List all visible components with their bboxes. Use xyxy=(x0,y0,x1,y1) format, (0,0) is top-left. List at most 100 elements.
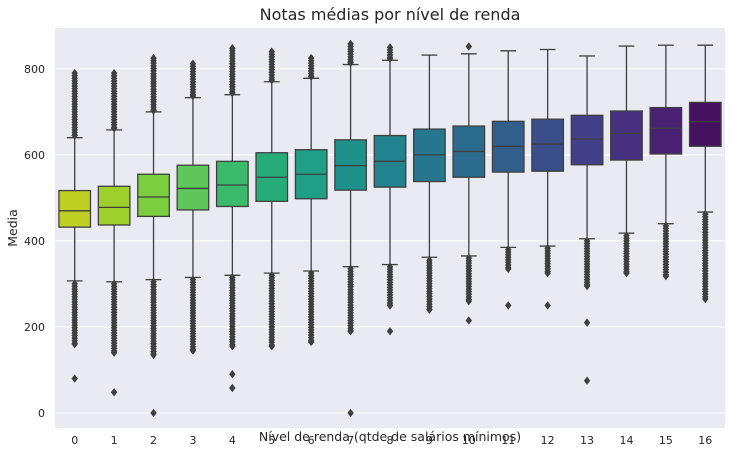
outlier-point xyxy=(386,301,394,310)
outlier-point xyxy=(583,376,591,385)
x-tick-label: 15 xyxy=(659,434,673,447)
box-8 xyxy=(373,43,407,336)
x-tick-label: 5 xyxy=(268,434,275,447)
x-tick-label: 16 xyxy=(698,434,712,447)
outlier-point xyxy=(347,58,354,68)
outlier-point xyxy=(386,54,394,63)
box-16 xyxy=(688,44,722,304)
x-tick-label: 7 xyxy=(347,434,354,447)
y-tick-label: 800 xyxy=(24,63,45,76)
x-axis-label: Nível de renda (qtde de salários mínimos… xyxy=(259,429,521,444)
outlier-point xyxy=(150,350,157,360)
outliers xyxy=(465,42,473,325)
y-tick-label: 400 xyxy=(24,235,45,248)
x-tick-label: 13 xyxy=(580,434,594,447)
box-9 xyxy=(412,54,446,314)
outlier-point xyxy=(386,327,394,336)
outlier-point xyxy=(465,42,473,51)
x-tick-label: 8 xyxy=(387,434,394,447)
outlier-point xyxy=(583,281,591,291)
box-0 xyxy=(58,68,92,383)
box-iqr xyxy=(531,118,565,172)
x-tick-label: 9 xyxy=(426,434,433,447)
outlier-point xyxy=(505,264,512,274)
outliers xyxy=(426,256,433,314)
outlier-point xyxy=(150,106,157,115)
box-iqr xyxy=(215,160,249,208)
x-tick-label: 14 xyxy=(619,434,633,447)
x-tick-labels: 0 1 2 3 4 5 6 7 8 9 10 11 12 13 14 15 16 xyxy=(71,434,712,447)
box-4 xyxy=(215,44,249,393)
outlier-point xyxy=(544,301,551,310)
box-3 xyxy=(176,59,210,355)
outliers xyxy=(386,43,394,336)
x-tick-label: 0 xyxy=(71,434,78,447)
y-tick-labels: 0 200 400 600 800 xyxy=(24,63,45,420)
box-iqr xyxy=(649,106,683,155)
box-10 xyxy=(452,42,486,325)
box-6 xyxy=(294,53,328,347)
y-tick-label: 600 xyxy=(24,149,45,162)
outlier-point xyxy=(505,301,512,310)
chart-title: Notas médias por nível de renda xyxy=(260,5,521,24)
outlier-point xyxy=(544,268,551,278)
outlier-point xyxy=(347,327,354,336)
x-tick-label: 12 xyxy=(541,434,555,447)
outliers xyxy=(307,53,315,347)
outlier-point xyxy=(110,348,118,357)
outlier-point xyxy=(702,294,709,304)
box-iqr xyxy=(137,173,170,218)
outlier-point xyxy=(583,318,591,327)
box-iqr xyxy=(176,164,210,211)
x-tick-label: 6 xyxy=(308,434,315,447)
outlier-point xyxy=(110,388,118,397)
outlier-point xyxy=(307,72,315,81)
outliers xyxy=(229,44,236,393)
box-iqr xyxy=(97,185,131,226)
x-tick-label: 3 xyxy=(189,434,196,447)
outliers xyxy=(189,59,197,355)
outliers xyxy=(150,53,157,418)
outlier-point xyxy=(189,91,197,101)
y-tick-label: 0 xyxy=(38,407,45,420)
outliers xyxy=(583,236,591,385)
outliers xyxy=(702,210,709,304)
boxes xyxy=(58,39,722,418)
box-13 xyxy=(570,55,604,385)
outlier-point xyxy=(110,124,118,133)
x-tick-label: 4 xyxy=(229,434,236,447)
box-iqr xyxy=(570,114,604,166)
outlier-point xyxy=(623,268,630,278)
outlier-point xyxy=(307,337,315,347)
x-tick-label: 1 xyxy=(111,434,118,447)
box-2 xyxy=(137,53,170,418)
x-tick-label: 10 xyxy=(462,434,476,447)
outlier-point xyxy=(229,383,236,393)
box-1 xyxy=(97,68,131,397)
outlier-point xyxy=(662,271,670,281)
x-tick-label: 11 xyxy=(501,434,515,447)
outlier-point xyxy=(71,339,78,349)
outlier-point xyxy=(347,408,354,418)
outlier-point xyxy=(268,342,275,351)
box-iqr xyxy=(688,101,722,147)
outlier-point xyxy=(229,342,236,351)
outlier-point xyxy=(71,131,78,140)
outlier-point xyxy=(465,296,473,306)
y-tick-label: 200 xyxy=(24,321,45,334)
box-iqr xyxy=(610,110,643,161)
outliers xyxy=(505,245,512,310)
y-axis-label: Media xyxy=(5,209,20,247)
outliers xyxy=(268,47,275,351)
box-11 xyxy=(491,50,525,310)
outlier-point xyxy=(268,75,275,85)
box-12 xyxy=(531,48,565,310)
outlier-point xyxy=(229,88,236,98)
outliers xyxy=(623,231,630,278)
outliers xyxy=(110,68,118,397)
outliers xyxy=(347,39,354,418)
box-7 xyxy=(334,39,368,418)
x-tick-label: 2 xyxy=(150,434,157,447)
outliers xyxy=(662,221,670,281)
outlier-point xyxy=(189,346,197,355)
